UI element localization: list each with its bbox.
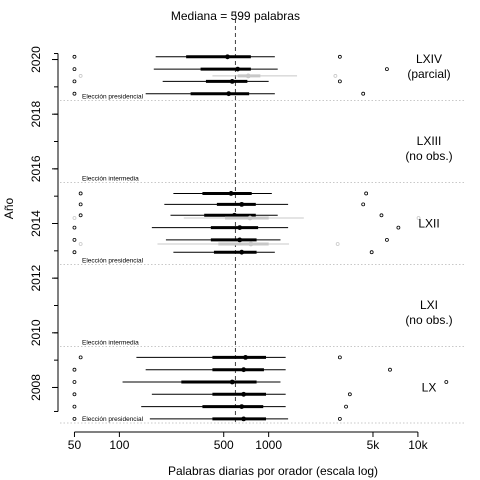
x-tick-label: 100 bbox=[109, 438, 129, 452]
min-point bbox=[72, 79, 77, 84]
max-point bbox=[344, 404, 348, 409]
max-point bbox=[335, 242, 340, 246]
median-point bbox=[229, 78, 235, 84]
median-point bbox=[243, 355, 248, 360]
max-point bbox=[364, 191, 369, 196]
min-point bbox=[78, 355, 83, 360]
y-tick-label: 2008 bbox=[29, 374, 43, 401]
max-point bbox=[379, 213, 384, 218]
max-point bbox=[396, 225, 401, 230]
y-tick-label: 2010 bbox=[29, 319, 43, 346]
min-point bbox=[72, 237, 77, 242]
legislature-note: (parcial) bbox=[407, 67, 450, 81]
x-axis-label: Palabras diarias por orador (escala log) bbox=[168, 464, 378, 478]
min-point bbox=[72, 67, 77, 71]
election-lines-layer: Elección presidencial Elección intermedia… bbox=[60, 94, 466, 424]
election-line-label: Elección presidencial bbox=[82, 416, 144, 423]
min-point bbox=[72, 392, 77, 397]
median-point bbox=[232, 212, 237, 218]
min-point bbox=[78, 191, 83, 196]
min-point bbox=[78, 242, 83, 246]
max-point bbox=[337, 54, 342, 59]
legislature-label: LXIV bbox=[416, 52, 442, 66]
max-point bbox=[385, 237, 389, 242]
median-point bbox=[239, 404, 245, 410]
legislature-label: LX bbox=[422, 380, 437, 394]
median-point bbox=[225, 54, 230, 60]
median-point bbox=[241, 416, 247, 422]
election-line-label: Elección presidencial bbox=[82, 257, 144, 264]
max-point bbox=[347, 392, 352, 397]
min-point bbox=[72, 404, 77, 409]
min-point bbox=[72, 250, 77, 255]
legislature-label: LXIII bbox=[417, 134, 442, 148]
y-tick-label: 2016 bbox=[29, 155, 43, 182]
max-point bbox=[385, 67, 389, 71]
max-point bbox=[416, 216, 421, 220]
election-line-label: Elección presidencial bbox=[82, 94, 144, 101]
max-point bbox=[444, 380, 449, 384]
series-layer bbox=[72, 54, 449, 422]
y-axis-label: Año bbox=[2, 198, 16, 220]
max-point bbox=[369, 250, 374, 255]
y-tick-label: 2020 bbox=[29, 46, 43, 73]
min-point bbox=[72, 54, 77, 59]
max-point bbox=[361, 91, 366, 96]
min-point bbox=[72, 380, 77, 384]
median-point bbox=[241, 391, 247, 397]
median-point bbox=[228, 191, 234, 196]
median-point bbox=[226, 91, 232, 97]
min-point bbox=[72, 417, 77, 421]
median-point bbox=[248, 241, 254, 247]
max-point bbox=[337, 79, 342, 84]
median-point bbox=[237, 225, 243, 230]
y-tick-label: 2018 bbox=[29, 101, 43, 128]
median-point bbox=[239, 249, 245, 255]
y-tick-label: 2012 bbox=[29, 264, 43, 291]
x-tick-label: 1000 bbox=[255, 438, 282, 452]
legislature-note: (no obs.) bbox=[405, 313, 452, 327]
median-point bbox=[247, 215, 253, 221]
min-point bbox=[78, 213, 83, 218]
max-point bbox=[337, 417, 342, 421]
x-tick-label: 10k bbox=[408, 438, 428, 452]
legislature-label: LXII bbox=[418, 217, 439, 231]
legislature-label: LXI bbox=[420, 298, 438, 312]
median-point bbox=[241, 367, 247, 373]
axes-layer: 50 100 500 1000 5k 10k 2008 2010 2012 2014 2016 201… bbox=[29, 46, 429, 452]
min-point bbox=[78, 74, 83, 78]
y-tick-label: 2014 bbox=[29, 210, 43, 237]
x-tick-label: 5k bbox=[367, 438, 381, 452]
median-point bbox=[237, 237, 243, 243]
max-point bbox=[388, 367, 392, 372]
min-point bbox=[72, 216, 77, 220]
election-line-label: Elección intermedia bbox=[82, 176, 139, 183]
chart-title: Mediana = 599 palabras bbox=[171, 9, 300, 23]
max-point bbox=[361, 202, 366, 207]
x-tick-label: 500 bbox=[214, 438, 234, 452]
min-point bbox=[78, 202, 83, 207]
median-point bbox=[229, 379, 235, 385]
min-point bbox=[72, 91, 77, 96]
median-point bbox=[235, 66, 241, 72]
legislature-note: (no obs.) bbox=[405, 149, 452, 163]
median-point bbox=[239, 201, 245, 207]
x-tick-label: 50 bbox=[68, 438, 82, 452]
min-point bbox=[72, 225, 77, 230]
min-point bbox=[72, 367, 77, 372]
max-point bbox=[337, 355, 342, 360]
election-line-label: Elección intermedia bbox=[82, 339, 139, 346]
max-point bbox=[333, 74, 338, 78]
median-point bbox=[245, 73, 251, 79]
